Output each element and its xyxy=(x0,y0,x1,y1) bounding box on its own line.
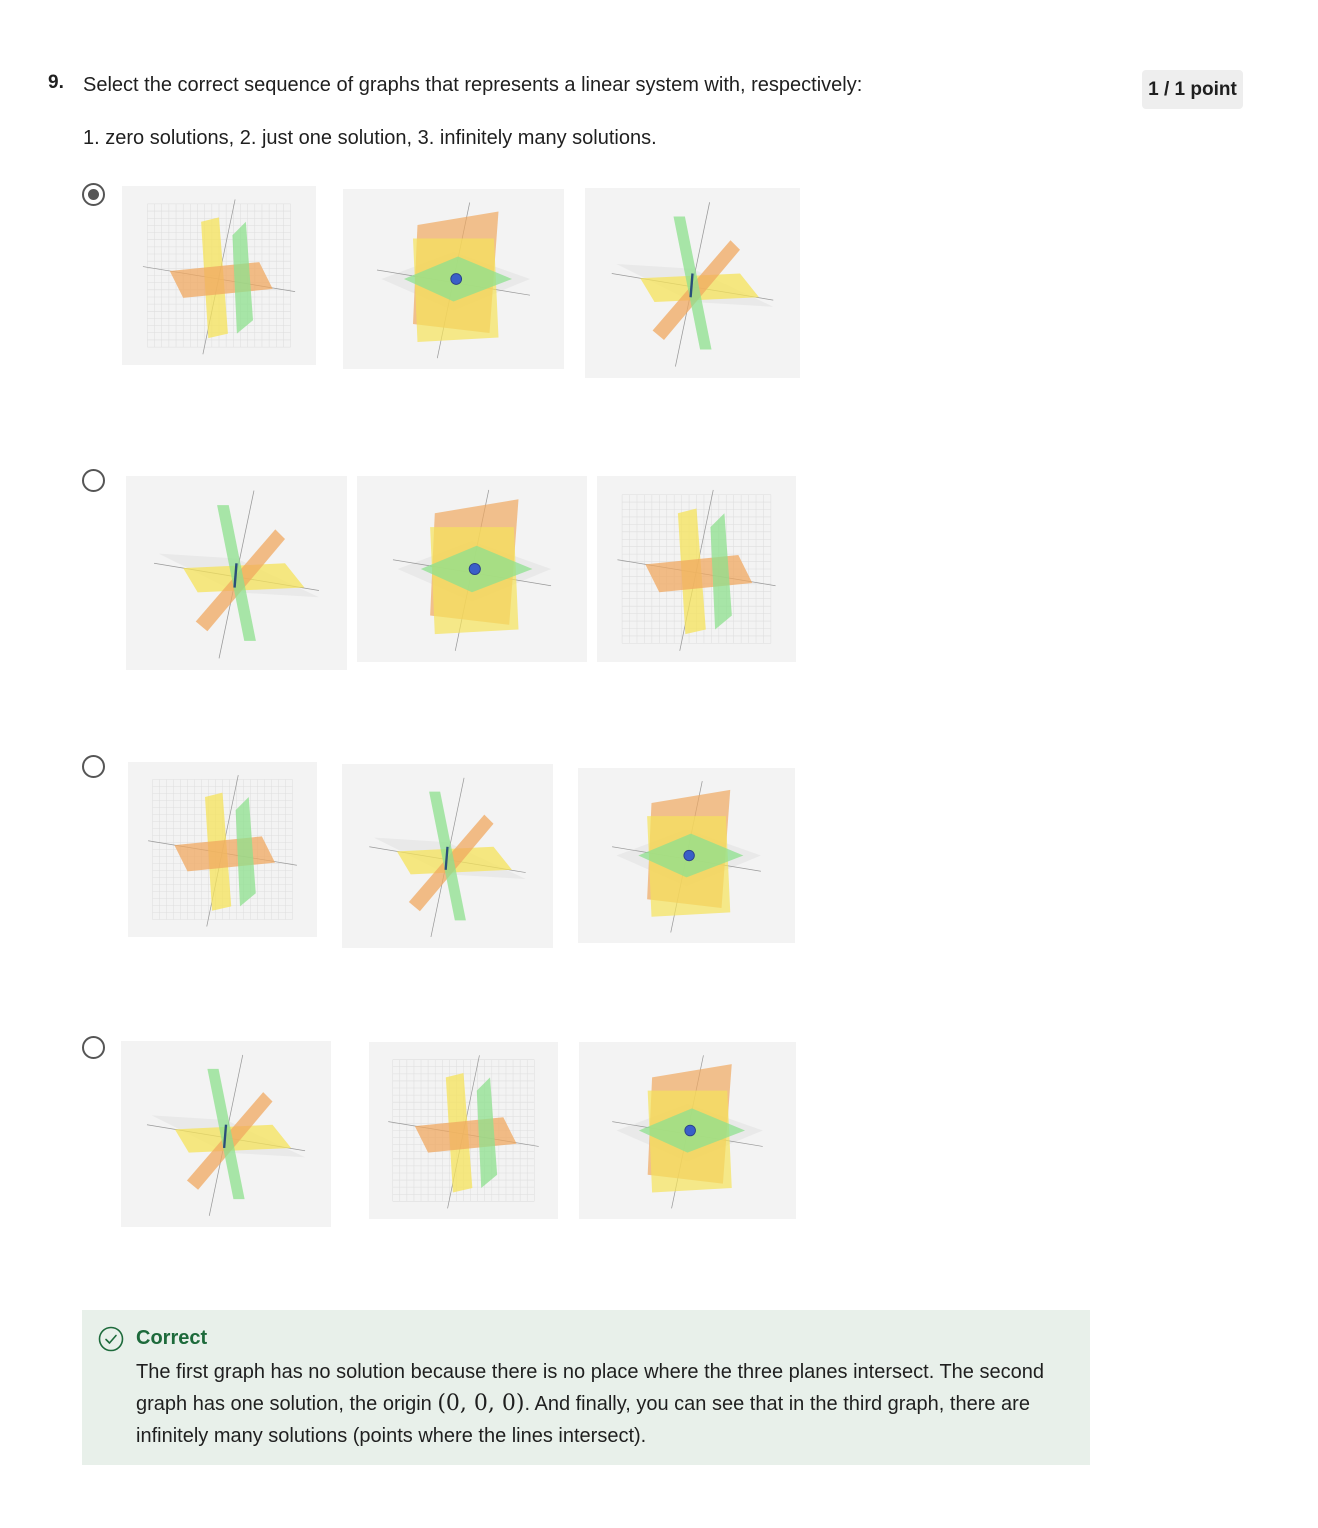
option-1-graph-3 xyxy=(585,188,800,378)
option-3-graph-3 xyxy=(578,768,795,943)
option-4-radio[interactable] xyxy=(82,1036,105,1059)
feedback-text-after: . And finally, you can see that in the t… xyxy=(136,1393,1030,1447)
option-1-graph-2 xyxy=(343,189,564,369)
question-text: Select the correct sequence of graphs th… xyxy=(83,74,863,96)
question-number: 9. xyxy=(48,72,64,93)
option-2-graph-2 xyxy=(357,476,587,662)
feedback-math: (0, 0, 0) xyxy=(437,1391,525,1416)
option-4-graph-1 xyxy=(121,1041,331,1227)
feedback-panel: Correct The first graph has no solution … xyxy=(82,1310,1090,1465)
feedback-text-before: The first graph has no solution because … xyxy=(136,1361,1044,1415)
option-1-graph-1 xyxy=(122,186,316,365)
option-2-graph-1 xyxy=(126,476,347,670)
question-subtext: 1. zero solutions, 2. just one solution,… xyxy=(83,127,657,149)
option-3-radio[interactable] xyxy=(82,755,105,778)
option-1-radio[interactable] xyxy=(82,183,105,206)
option-2-graph-3 xyxy=(597,476,796,662)
check-circle-icon xyxy=(98,1326,124,1352)
option-4-graph-3 xyxy=(579,1042,796,1219)
option-3-graph-2 xyxy=(342,764,553,948)
option-4-graph-2 xyxy=(369,1042,558,1219)
option-3-graph-1 xyxy=(128,762,317,937)
feedback-title: Correct xyxy=(136,1327,208,1349)
option-2-radio[interactable] xyxy=(82,469,105,492)
feedback-text: The first graph has no solution because … xyxy=(136,1356,1056,1452)
points-badge: 1 / 1 point xyxy=(1142,70,1243,109)
